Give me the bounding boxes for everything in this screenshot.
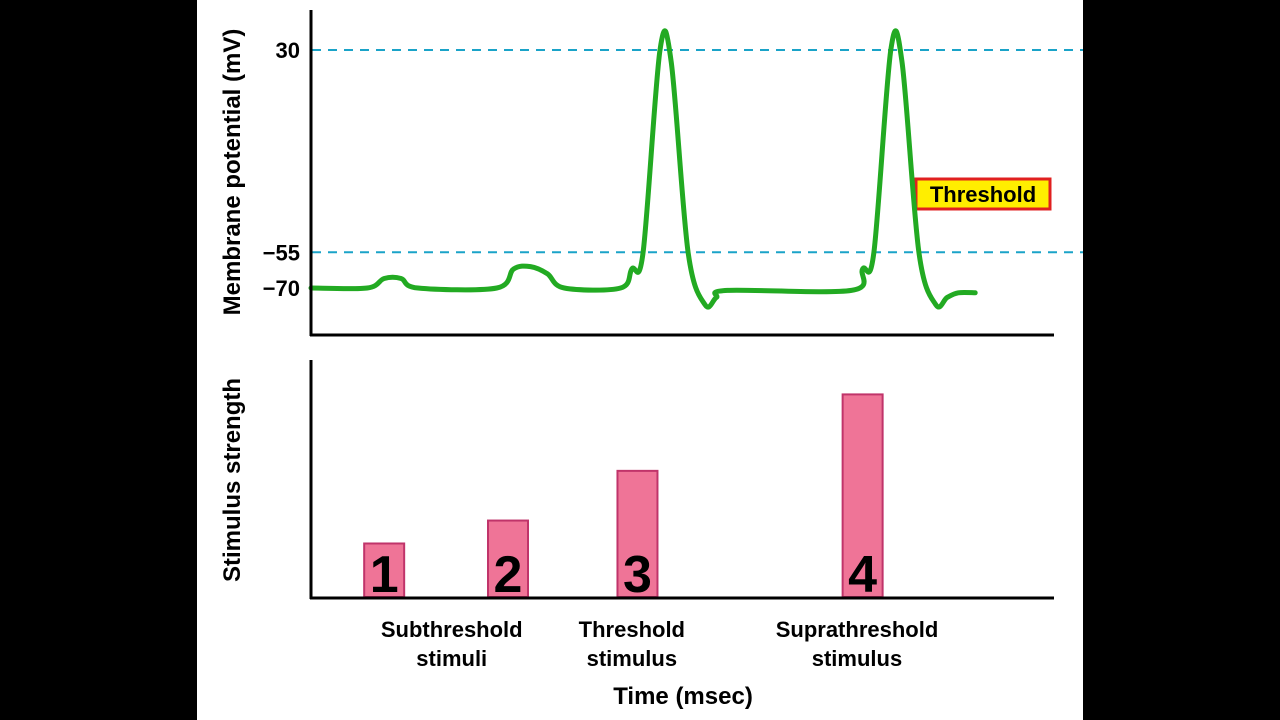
stimulus-group-label: stimulus [587, 646, 677, 671]
stimulus-bar-number: 4 [848, 546, 877, 604]
stimulus-group-label: stimulus [812, 646, 902, 671]
stimulus-bar-number: 3 [623, 546, 652, 604]
stimulus-strength-chart: Stimulus strength 1 2 3 4 Subthreshold stimu… [219, 360, 1054, 710]
membrane-potential-ticks: 30 −55 −70 [263, 38, 300, 301]
membrane-potential-chart: Membrane potential (mV) 30 −55 −70 Thresho… [219, 10, 1083, 337]
stimulus-bar [363, 542, 406, 599]
reference-lines [312, 49, 1083, 254]
stimulus-bar [616, 469, 659, 598]
stimulus-group-label: Subthreshold [381, 617, 523, 642]
threshold-badge-box [914, 177, 1052, 211]
time-x-label: Time (msec) [613, 683, 753, 710]
stimulus-bar-number: 2 [494, 546, 523, 604]
membrane-potential-y-label: Membrane potential (mV) [219, 29, 246, 316]
stimulus-strength-y-label: Stimulus strength [219, 378, 246, 582]
stimulus-group-label: Suprathreshold [776, 617, 939, 642]
threshold-badge: Threshold [914, 177, 1052, 211]
y-tick-label: −55 [263, 240, 300, 265]
stimulus-group-label: stimuli [416, 646, 487, 671]
y-tick-label: −70 [263, 276, 300, 301]
stimulus-bar-number: 1 [370, 546, 399, 604]
stimulus-group-label: Threshold [579, 617, 685, 642]
threshold-label: Threshold [930, 182, 1036, 207]
y-tick-label: 30 [276, 38, 300, 63]
membrane-potential-line [308, 28, 978, 310]
stimulus-group-labels: Subthreshold stimuli Threshold stimulus Supr… [381, 617, 938, 671]
panel-background [197, 0, 1083, 720]
